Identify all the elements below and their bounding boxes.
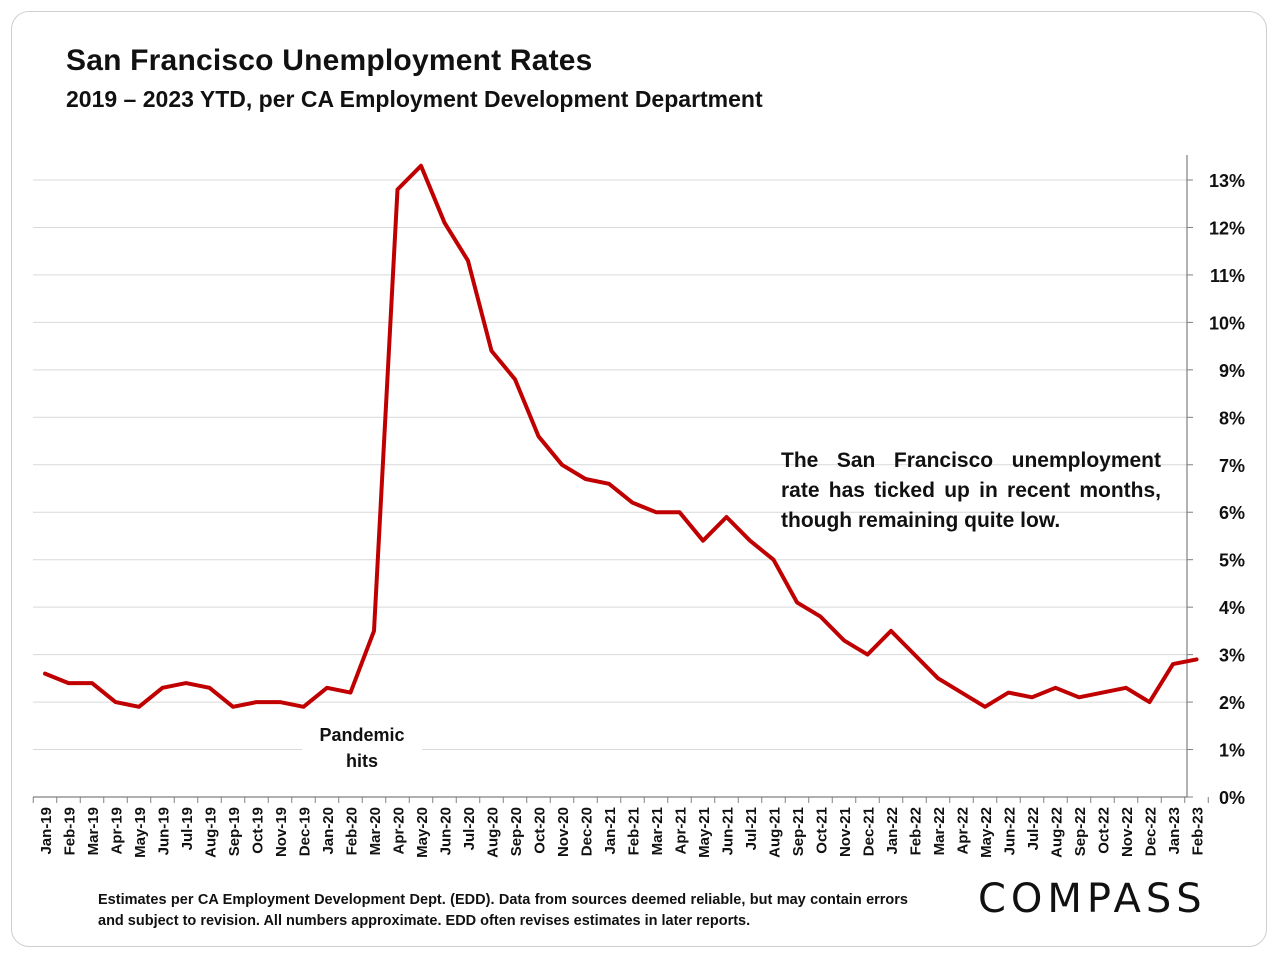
x-tick-label: Nov-20 [555, 807, 572, 857]
y-tick-label: 4% [1219, 598, 1245, 618]
y-tick-label: 3% [1219, 646, 1245, 666]
x-tick-label: Jul-22 [1025, 807, 1042, 850]
pandemic-annotation: Pandemic hits [302, 722, 422, 774]
x-tick-label: Jun-22 [1002, 807, 1019, 855]
x-tick-label: Apr-22 [955, 807, 972, 855]
y-tick-label: 13% [1209, 171, 1245, 191]
x-tick-label: Aug-20 [485, 807, 502, 858]
chart-title: San Francisco Unemployment Rates [66, 44, 593, 77]
y-tick-label: 10% [1209, 313, 1245, 333]
x-tick-label: Apr-21 [673, 807, 690, 855]
x-tick-label: Jul-21 [743, 807, 760, 850]
x-tick-label: Dec-22 [1143, 807, 1160, 856]
x-tick-label: May-19 [132, 807, 149, 858]
gridlines [33, 179, 1187, 751]
x-tick-label: May-22 [978, 807, 995, 858]
x-tick-label: Sep-19 [226, 807, 243, 856]
x-tick-label: Aug-22 [1049, 807, 1066, 858]
x-tick-label: Dec-20 [579, 807, 596, 856]
y-tick-label: 12% [1209, 218, 1245, 238]
x-tick-label: Feb-20 [344, 807, 361, 855]
x-tick-label: Mar-19 [85, 807, 102, 855]
x-tick-label: Jan-19 [38, 807, 55, 855]
x-tick-label: Jun-21 [720, 807, 737, 855]
x-tick-label: May-20 [414, 807, 431, 858]
y-tick-label: 9% [1219, 361, 1245, 381]
x-tick-label: Jun-20 [438, 807, 455, 855]
x-tick-label: Sep-22 [1072, 807, 1089, 856]
x-tick-label: Apr-20 [391, 807, 408, 855]
y-tick-label: 2% [1219, 693, 1245, 713]
x-tick-label: Feb-23 [1190, 807, 1207, 855]
y-tick-label: 7% [1219, 456, 1245, 476]
slide-frame [11, 11, 1267, 947]
x-tick-label: Feb-22 [908, 807, 925, 855]
x-tick-label: Apr-19 [109, 807, 126, 855]
x-tick-label: Nov-21 [837, 807, 854, 857]
axes [32, 155, 1209, 803]
x-tick-label: Feb-19 [62, 807, 79, 855]
y-tick-label: 11% [1210, 266, 1245, 286]
y-tick-label: 5% [1219, 551, 1245, 571]
x-tick-label: Jul-19 [179, 807, 196, 850]
chart-subtitle: 2019 – 2023 YTD, per CA Employment Devel… [66, 86, 763, 112]
x-tick-label: Nov-22 [1119, 807, 1136, 857]
series [43, 163, 1199, 709]
x-tick-label: Mar-20 [367, 807, 384, 855]
x-tick-label: Mar-22 [931, 807, 948, 855]
x-tick-label: Mar-21 [649, 807, 666, 855]
x-tick-label: Oct-21 [814, 807, 831, 854]
x-tick-label: Feb-21 [626, 807, 643, 855]
x-tick-label: Aug-21 [767, 807, 784, 858]
x-tick-label: Dec-19 [297, 807, 314, 856]
x-tick-label: Nov-19 [273, 807, 290, 857]
x-tick-label: Oct-19 [250, 807, 267, 854]
x-tick-label: Oct-22 [1096, 807, 1113, 854]
x-tick-label: Sep-21 [790, 807, 807, 856]
x-tick-label: Jun-19 [156, 807, 173, 855]
y-tick-label: 8% [1219, 408, 1245, 428]
y-tick-label: 6% [1219, 503, 1245, 523]
x-tick-label: Jul-20 [461, 807, 478, 850]
x-tick-label: May-21 [696, 807, 713, 858]
x-tick-label: Jan-23 [1166, 807, 1183, 855]
x-tick-label: Dec-21 [861, 807, 878, 856]
x-tick-label: Jan-22 [884, 807, 901, 855]
x-tick-label: Aug-19 [203, 807, 220, 858]
compass-logo: COMPASS [978, 876, 1207, 922]
y-tick-label: 0% [1219, 788, 1245, 808]
y-tick-label: 1% [1219, 741, 1245, 761]
trend-annotation: The San Francisco unemployment rate has … [781, 449, 1161, 532]
footnote: Estimates per CA Employment Development … [98, 892, 908, 929]
unemployment-rate-line [43, 163, 1199, 709]
x-tick-label: Jan-21 [602, 807, 619, 855]
tick-labels: 0% 1% 2% 3% 4% 5% 6% 7% 8% 9% 10% 11% 12% 13% Jan-19 Fe… [38, 171, 1245, 858]
x-tick-label: Jan-20 [320, 807, 337, 855]
x-tick-label: Oct-20 [532, 807, 549, 854]
x-tick-label: Sep-20 [508, 807, 525, 856]
